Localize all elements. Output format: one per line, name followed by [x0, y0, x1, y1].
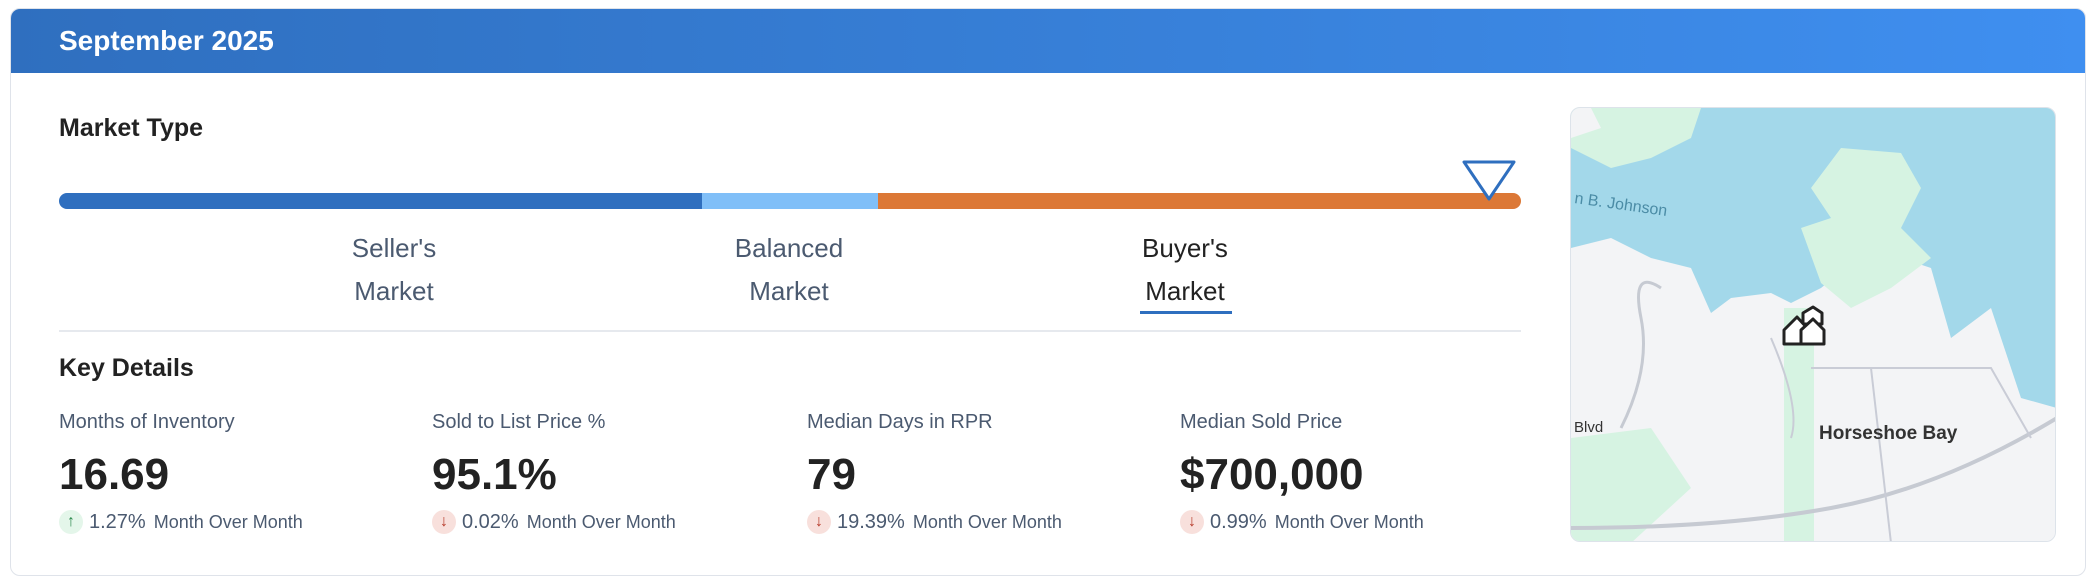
change-percent: 1.27% [89, 510, 146, 533]
arrow-down-icon: ↓ [432, 510, 456, 534]
map-label-road: Blvd [1574, 419, 1603, 436]
card-header: September 2025 [11, 9, 2085, 73]
market-type-bar [59, 193, 1521, 209]
divider [59, 330, 1521, 332]
arrow-down-icon: ↓ [1180, 510, 1204, 534]
buyers-market-label: Buyer's Market [1085, 227, 1285, 313]
market-type-title: Market Type [59, 114, 204, 142]
metric-value: 95.1% [432, 450, 557, 499]
metric-median-sold-price: Median Sold Price $700,000 ↓ 0.99% Month… [1180, 411, 1424, 534]
metric-value: $700,000 [1180, 450, 1364, 499]
change-period: Month Over Month [526, 511, 676, 532]
metric-change: ↓ 19.39% Month Over Month [807, 510, 1062, 534]
change-percent: 0.99% [1210, 510, 1267, 533]
metric-value: 16.69 [59, 450, 170, 499]
metric-sold-to-list: Sold to List Price % 95.1% ↓ 0.02% Month… [432, 411, 676, 534]
change-period: Month Over Month [153, 511, 303, 532]
market-indicator-icon [1462, 160, 1516, 201]
location-map[interactable]: n B. Johnson Blvd Horseshoe Bay [1570, 107, 2056, 542]
metric-change: ↑ 1.27% Month Over Month [59, 510, 303, 534]
label-line: Buyer's [1142, 233, 1228, 263]
change-percent: 0.02% [462, 510, 519, 533]
sellers-segment [59, 193, 702, 209]
homes-cluster-icon [1782, 305, 1826, 346]
label-line: Market [749, 276, 829, 306]
arrow-up-icon: ↑ [59, 510, 83, 534]
arrow-down-icon: ↓ [807, 510, 831, 534]
change-period: Month Over Month [912, 511, 1062, 532]
label-line: Market [354, 276, 434, 306]
metric-change: ↓ 0.02% Month Over Month [432, 510, 676, 534]
metric-median-days: Median Days in RPR 79 ↓ 19.39% Month Ove… [807, 411, 1062, 534]
key-details-title: Key Details [59, 354, 194, 382]
metric-label: Median Sold Price [1180, 411, 1343, 433]
metric-value: 79 [807, 450, 856, 499]
change-period: Month Over Month [1274, 511, 1424, 532]
sellers-market-label: Seller's Market [294, 227, 494, 313]
balanced-segment [702, 193, 878, 209]
header-title: September 2025 [59, 25, 274, 56]
map-graphic: n B. Johnson Blvd Horseshoe Bay [1571, 108, 2055, 541]
label-line: Market [1145, 276, 1225, 306]
active-market-underline [1140, 311, 1232, 314]
buyers-segment [878, 193, 1521, 209]
metric-months-of-inventory: Months of Inventory 16.69 ↑ 1.27% Month … [59, 411, 303, 534]
map-label-city: Horseshoe Bay [1819, 423, 1958, 444]
metric-label: Sold to List Price % [432, 411, 606, 433]
balanced-market-label: Balanced Market [689, 227, 889, 313]
metric-label: Median Days in RPR [807, 411, 993, 433]
metric-change: ↓ 0.99% Month Over Month [1180, 510, 1424, 534]
label-line: Seller's [351, 233, 437, 263]
metric-label: Months of Inventory [59, 411, 235, 433]
market-summary-card: September 2025 Market Type Seller's Mark… [10, 8, 2086, 576]
change-percent: 19.39% [837, 510, 905, 533]
label-line: Balanced [734, 233, 844, 263]
